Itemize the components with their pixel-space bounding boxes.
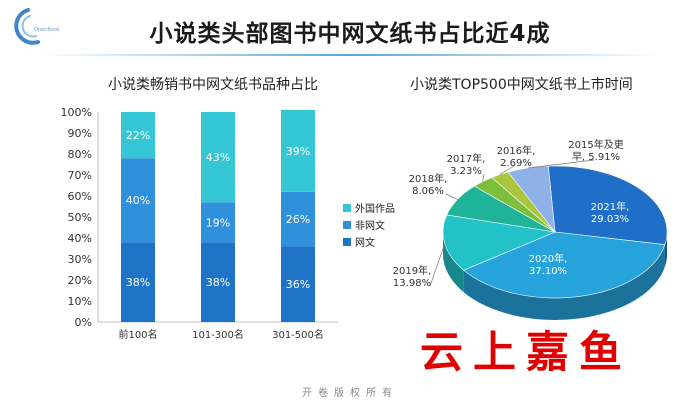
- pie-slice-label: 2017年,: [447, 152, 486, 165]
- page-title: 小说类头部图书中网文纸书占比近4成: [149, 21, 551, 47]
- pie-slice-value: 29.03%: [591, 214, 629, 225]
- title-rule: [40, 54, 660, 56]
- legend-swatch: [343, 221, 351, 229]
- legend-label: 外国作品: [355, 203, 395, 215]
- bar-data-label: 38%: [126, 276, 150, 289]
- bar-data-label: 36%: [286, 278, 310, 291]
- pie-leader-line: [429, 243, 446, 287]
- bar-segment: [201, 112, 235, 203]
- pie-leader-line: [482, 173, 485, 182]
- bar-data-label: 22%: [126, 129, 150, 142]
- pie-slice-value: 8.06%: [412, 186, 444, 197]
- y-tick-label: 60%: [68, 190, 92, 203]
- pie-slice-side: [664, 232, 667, 267]
- pie-slice-label: 2019年,: [393, 264, 432, 277]
- pie-slice-value: 早, 5.91%: [572, 151, 620, 163]
- x-tick-label: 101-300名: [192, 328, 244, 341]
- y-tick-label: 40%: [68, 232, 92, 245]
- bar-data-label: 39%: [286, 145, 310, 158]
- bar-segment: [281, 109, 315, 192]
- pie-chart-title: 小说类TOP500中网文纸书上市时间: [410, 77, 633, 93]
- bar-segment: [281, 191, 315, 247]
- pie-slice-label: 2020年,: [529, 252, 568, 265]
- bar-segment: [201, 202, 235, 243]
- pie-slice-value: 2.69%: [500, 158, 532, 169]
- legend-label: 网文: [355, 236, 375, 249]
- pie-slice: [547, 165, 668, 245]
- legend-swatch: [343, 238, 351, 246]
- bar-data-label: 38%: [206, 276, 230, 289]
- x-tick-label: 301-500名: [272, 328, 324, 341]
- openbook-logo: [14, 8, 40, 45]
- pie-slice-value: 3.23%: [450, 166, 482, 177]
- pie-slice-label: 2015年及更: [568, 138, 623, 151]
- x-tick-label: 前100名: [118, 328, 157, 341]
- bar-segment: [121, 112, 155, 159]
- bar-data-label: 43%: [206, 151, 230, 164]
- logo-text: OpenBook: [34, 27, 60, 33]
- bar-data-label: 19%: [206, 216, 230, 229]
- y-tick-label: 30%: [68, 253, 92, 266]
- pie-slice: [442, 214, 557, 271]
- pie-slice-side: [443, 232, 464, 293]
- pie-slice-label: 2021年,: [591, 200, 630, 213]
- pie-leader-line: [445, 193, 458, 200]
- pie-slice-value: 13.98%: [393, 278, 431, 289]
- y-tick-label: 90%: [68, 127, 92, 140]
- footer-copyright: 开卷版权所有: [302, 388, 398, 399]
- pie-slice-value: 37.10%: [529, 266, 567, 277]
- bar-data-label: 40%: [126, 194, 150, 207]
- watermark-text: 云上嘉鱼: [420, 328, 632, 378]
- bar-segment: [201, 242, 235, 322]
- bar-segment: [121, 242, 155, 322]
- y-tick-label: 10%: [68, 295, 92, 308]
- pie-slice-label: 2018年,: [409, 172, 448, 185]
- y-tick-label: 80%: [68, 148, 92, 161]
- bar-chart-title: 小说类畅销书中网文纸书品种占比: [108, 77, 318, 93]
- pie-slice-side: [463, 244, 665, 320]
- bar-segment: [281, 246, 315, 322]
- pie-leader-line: [499, 165, 515, 175]
- y-tick-label: 0%: [75, 316, 92, 329]
- y-tick-label: 70%: [68, 169, 92, 182]
- y-tick-label: 50%: [68, 211, 92, 224]
- y-tick-label: 20%: [68, 274, 92, 287]
- bar-segment: [121, 158, 155, 243]
- legend-label: 非网文: [355, 219, 385, 232]
- pie-leader-line: [527, 159, 595, 169]
- pie-slice-label: 2016年,: [497, 144, 536, 157]
- bar-data-label: 26%: [286, 213, 310, 226]
- pie-slice: [463, 231, 666, 299]
- legend-swatch: [343, 204, 351, 212]
- y-tick-label: 100%: [61, 106, 92, 119]
